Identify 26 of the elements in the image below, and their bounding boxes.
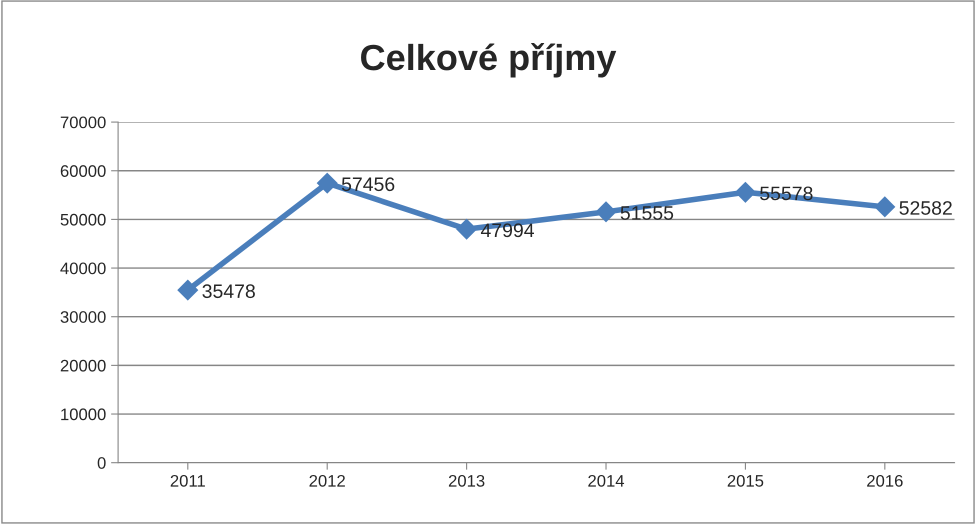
y-tick-label: 40000 xyxy=(60,262,106,274)
y-tick-label: 50000 xyxy=(60,214,106,226)
point xyxy=(456,218,477,240)
point xyxy=(735,182,756,203)
data-label: 51555 xyxy=(620,206,674,220)
point xyxy=(316,172,338,194)
x-tick-label: 2013 xyxy=(448,474,484,487)
data-label: 57456 xyxy=(342,177,394,192)
x-tick-label: 2016 xyxy=(867,474,903,487)
x-tick-label: 2011 xyxy=(170,474,205,487)
y-tick-label: 0 xyxy=(98,457,106,469)
y-tick-label: 30000 xyxy=(60,311,106,323)
data-label: 47994 xyxy=(480,223,534,238)
point xyxy=(596,202,616,222)
y-tick-label: 60000 xyxy=(60,165,106,177)
x-tick-label: 2012 xyxy=(310,474,345,487)
y-tick-label: 10000 xyxy=(61,408,106,420)
y-tick-label: 70000 xyxy=(60,116,106,128)
data-label: 52582 xyxy=(899,201,952,215)
x-tick-label: 2015 xyxy=(728,474,764,487)
y-tick-label: 20000 xyxy=(60,360,106,372)
x-tick-label: 2014 xyxy=(588,474,624,487)
point xyxy=(177,280,198,300)
chart-title: Celkové příjmy xyxy=(361,43,616,78)
data-label: 35478 xyxy=(202,284,255,298)
point xyxy=(874,196,896,218)
